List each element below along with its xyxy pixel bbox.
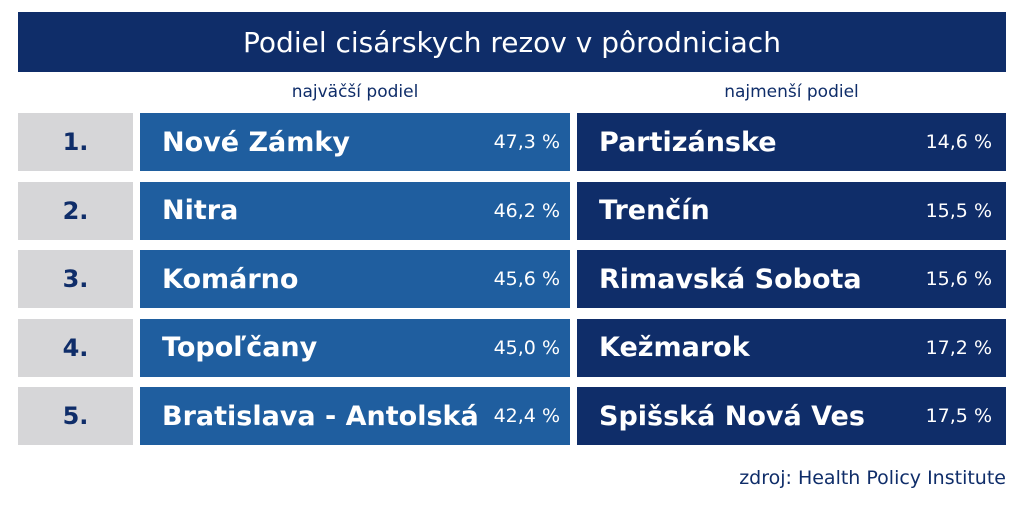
title-bar: Podiel cisárskych rezov v pôrodniciach xyxy=(18,12,1006,72)
cell-largest: Bratislava - Antolská 42,4 % xyxy=(140,387,570,445)
share-value: 45,6 % xyxy=(493,268,560,290)
column-header: najväčší podiel xyxy=(291,82,419,102)
hospital-name: Rimavská Sobota xyxy=(599,263,862,295)
hospital-name: Komárno xyxy=(162,263,299,295)
hospital-name: Trenčín xyxy=(599,195,710,226)
rank: 3. xyxy=(18,250,133,308)
cell-smallest: Spišská Nová Ves 17,5 % xyxy=(577,387,1006,445)
share-value: 42,4 % xyxy=(493,405,560,427)
cell-smallest: Trenčín 15,5 % xyxy=(577,181,1006,240)
hospital-name: Nitra xyxy=(162,195,239,226)
title: Podiel cisárskych rezov v pôrodniciach xyxy=(243,25,781,59)
rank: 4. xyxy=(18,318,133,377)
hospital-name: Topoľčany xyxy=(162,332,318,363)
hospital-name: Spišská Nová Ves xyxy=(599,400,865,432)
rank: 1. xyxy=(18,113,133,171)
cell-largest: Nitra 46,2 % xyxy=(140,181,570,240)
cell-smallest: Kežmarok 17,2 % xyxy=(577,318,1006,377)
cell-smallest: Rimavská Sobota 15,6 % xyxy=(577,250,1006,308)
share-value: 47,3 % xyxy=(493,131,560,153)
cell-largest: Nové Zámky 47,3 % xyxy=(140,113,570,171)
cell-largest: Topoľčany 45,0 % xyxy=(140,318,570,377)
hospital-name: Bratislava - Antolská xyxy=(162,400,479,432)
rank: 5. xyxy=(18,387,133,445)
share-value: 14,6 % xyxy=(925,131,992,153)
share-value: 17,5 % xyxy=(925,405,992,427)
share-value: 45,0 % xyxy=(493,336,560,359)
hospital-name: Kežmarok xyxy=(599,332,750,363)
hospital-name: Nové Zámky xyxy=(162,126,350,158)
share-value: 15,5 % xyxy=(925,199,992,222)
column-header: najmenší podiel xyxy=(724,82,859,102)
source: zdroj: Health Policy Institute xyxy=(739,467,1006,489)
share-value: 46,2 % xyxy=(493,199,560,222)
cell-smallest: Partizánske 14,6 % xyxy=(577,113,1006,171)
share-value: 15,6 % xyxy=(925,268,992,290)
rank: 2. xyxy=(18,181,133,240)
hospital-name: Partizánske xyxy=(599,126,777,158)
share-value: 17,2 % xyxy=(925,336,992,359)
cell-largest: Komárno 45,6 % xyxy=(140,250,570,308)
